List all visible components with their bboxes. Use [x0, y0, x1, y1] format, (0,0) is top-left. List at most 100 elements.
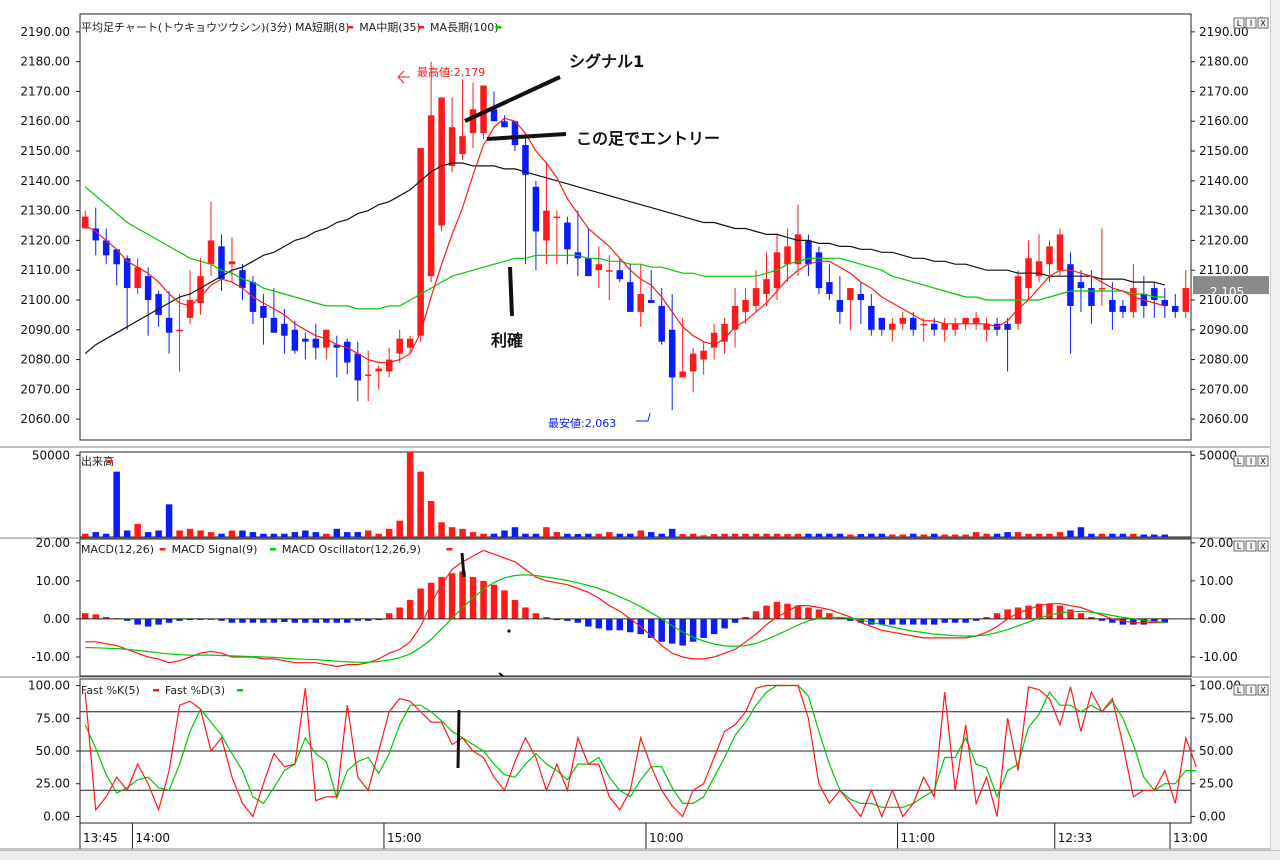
candle-body: [606, 270, 613, 272]
pane-control-x-button[interactable]: [1257, 17, 1269, 29]
pane-control-l-button[interactable]: [1233, 684, 1245, 696]
y-tick-label-right: 75.00: [1199, 711, 1233, 725]
candle-body: [281, 323, 288, 336]
legend-swatch-macd: [270, 548, 276, 551]
candle-body: [1046, 246, 1053, 265]
pane-control-x-button[interactable]: [1257, 540, 1269, 552]
volume-bar: [459, 528, 466, 537]
pane-control-l-button[interactable]: [1233, 540, 1245, 552]
candle-body: [794, 234, 802, 265]
pane-control-i-button[interactable]: [1245, 540, 1257, 552]
macd-oscillator-bar: [1067, 609, 1074, 619]
macd-oscillator-bar: [385, 613, 393, 619]
volume-bar: [312, 532, 320, 537]
vertical-scrollbar[interactable]: [1270, 0, 1280, 850]
macd-oscillator-bar: [176, 618, 183, 621]
candle-body: [1077, 282, 1085, 289]
macd-oscillator-bar: [480, 580, 487, 619]
pane-control-i-button[interactable]: [1245, 455, 1257, 467]
legend-label-price: MA長期(100): [430, 21, 499, 34]
pane-control-l-button[interactable]: [1233, 17, 1245, 29]
candle-body: [679, 371, 686, 378]
volume-bar: [511, 527, 519, 537]
volume-bar: [784, 534, 791, 537]
pane-frame-0: [79, 13, 1192, 441]
volume-bar: [333, 528, 341, 537]
volume-bar: [868, 533, 875, 537]
volume-bar: [1046, 533, 1053, 537]
volume-bar: [144, 532, 152, 537]
volume-bar: [155, 530, 162, 537]
pane-control-x-button[interactable]: [1257, 455, 1269, 467]
candle-body: [364, 374, 372, 376]
horizontal-scrollbar[interactable]: [0, 850, 1280, 860]
macd-oscillator-bar: [228, 618, 236, 623]
macd-oscillator-bar: [1119, 618, 1127, 625]
macd-oscillator-bar: [752, 611, 760, 619]
macd-oscillator-bar: [1151, 618, 1158, 623]
macd-oscillator-bar: [721, 618, 728, 629]
candle-body: [406, 338, 414, 348]
candle-body: [878, 317, 886, 330]
high-marker-arrow: [397, 70, 410, 84]
candle-body: [543, 210, 550, 241]
volume-bar: [773, 533, 781, 537]
pane-control-i-button[interactable]: [1245, 17, 1257, 29]
macd-oscillator-bar: [941, 618, 948, 623]
candle-body: [1151, 288, 1158, 300]
y-tick-label-left: 2060.00: [20, 412, 70, 426]
macd-oscillator-bar: [375, 618, 382, 621]
volume-bar: [1004, 532, 1011, 537]
macd-oscillator-bar: [522, 607, 529, 619]
candle-body: [647, 299, 655, 303]
macd-oscillator-bar: [123, 618, 131, 621]
y-tick-label-left: 2080.00: [20, 353, 70, 367]
volume-bar: [574, 534, 582, 537]
candle-body: [972, 317, 980, 324]
volume-bar: [406, 452, 414, 537]
pane-control-x-button[interactable]: [1257, 684, 1269, 696]
macd-oscillator-bar: [805, 607, 812, 619]
candle-body: [123, 258, 131, 289]
volume-bar: [627, 533, 634, 537]
macd-oscillator-bar: [459, 571, 466, 619]
candle-body: [889, 323, 896, 330]
macd-oscillator-bar: [700, 618, 707, 638]
macd-oscillator-bar: [218, 618, 225, 621]
macd-oscillator-bar: [595, 618, 603, 629]
volume-bar: [1056, 532, 1064, 537]
candle-body: [333, 344, 341, 348]
macd-oscillator-bar: [606, 618, 613, 631]
pane-control-i-button[interactable]: [1245, 684, 1257, 696]
macd-oscillator-bar: [239, 618, 246, 623]
volume-bar: [1130, 533, 1137, 537]
y-tick-label-right: 0.00: [1199, 809, 1226, 823]
macd-oscillator-bar: [511, 599, 519, 619]
candle-body: [805, 240, 812, 265]
candle-body: [522, 145, 529, 175]
y-tick-label-left: 75.00: [36, 711, 70, 725]
volume-bar: [721, 533, 728, 537]
x-tick-label: 11:00: [901, 831, 936, 845]
volume-bar: [260, 533, 267, 537]
macd-oscillator-bar: [1046, 603, 1053, 619]
y-tick-label-left: -10.00: [31, 650, 70, 664]
ma-long-line: [84, 162, 1165, 355]
pane-control-l-button[interactable]: [1233, 455, 1245, 467]
macd-oscillator-bar: [564, 618, 571, 621]
macd-oscillator-bar: [899, 618, 907, 625]
y-tick-label-left: 2180.00: [20, 55, 70, 69]
macd-oscillator-bar: [1098, 618, 1106, 621]
y-tick-label-right: 2060.00: [1199, 412, 1249, 426]
volume-bar: [805, 533, 812, 537]
candle-body: [260, 305, 267, 318]
y-tick-label-left: 50000: [32, 448, 70, 462]
pane-control-x-label: X: [1260, 686, 1266, 695]
y-tick-label-right: 2070.00: [1199, 382, 1249, 396]
macd-oscillator-bar: [847, 618, 854, 621]
pane-control-x-label: X: [1260, 19, 1266, 28]
candle-body: [658, 305, 665, 342]
candle-body: [155, 294, 162, 315]
candle-body: [144, 276, 152, 300]
y-tick-label-right: 0.00: [1199, 612, 1226, 626]
